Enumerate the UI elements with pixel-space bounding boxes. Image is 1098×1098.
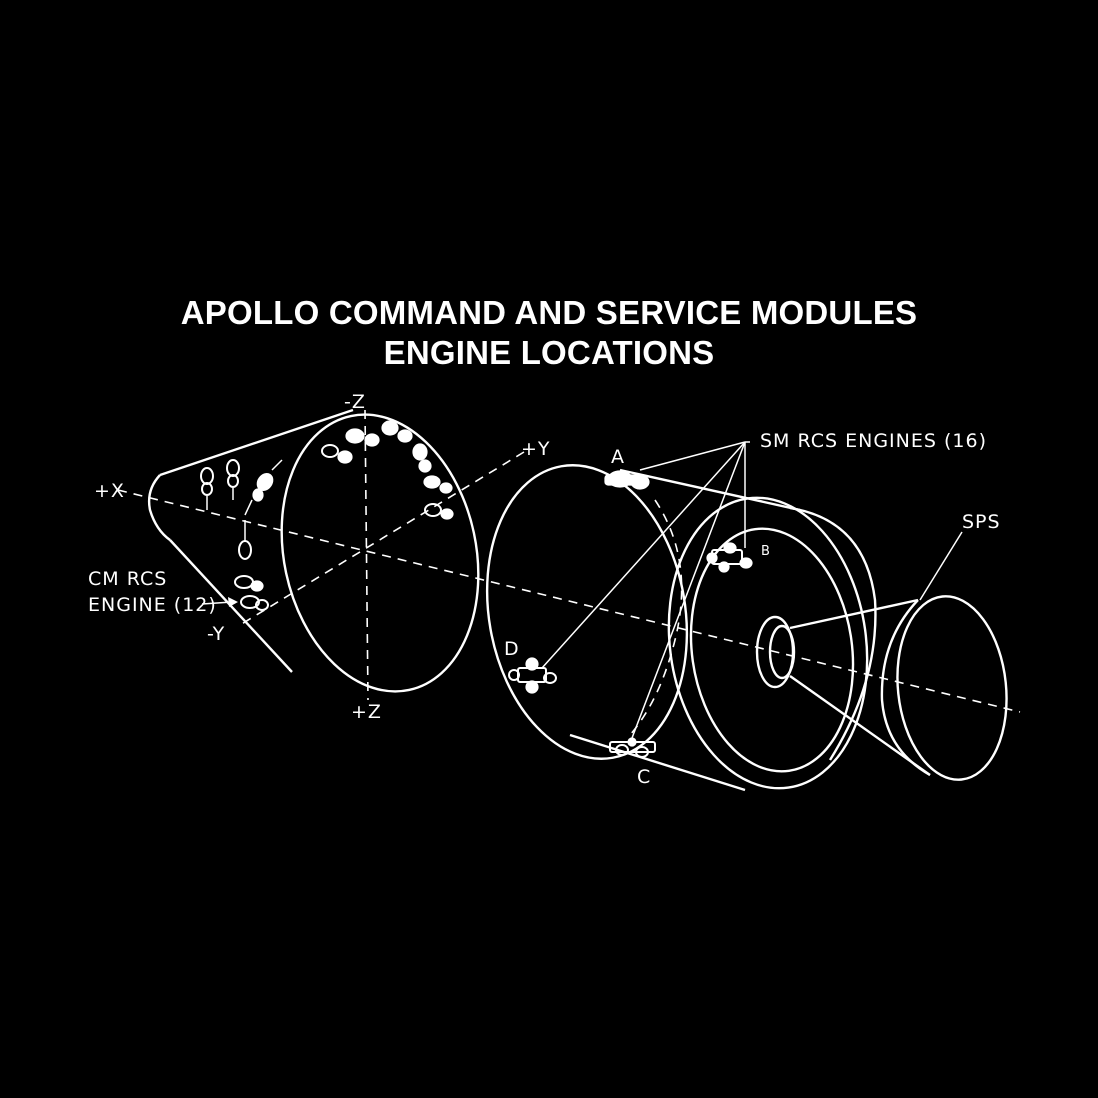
- cm-rcs-engine: [412, 443, 432, 473]
- cm-rcs-label-line-2: ENGINE (12): [88, 594, 217, 616]
- axis-label-plus-y: +Y: [521, 438, 551, 460]
- cm-rcs-engine: [381, 420, 413, 443]
- quad-label-d: D: [504, 638, 520, 660]
- cm-rcs-engine: [234, 575, 264, 592]
- cm-base-ellipse: [280, 413, 480, 693]
- sm-front-ellipse: [485, 464, 689, 760]
- sps-throat-inner: [768, 624, 796, 680]
- axis-label-plus-z: +Z: [351, 701, 382, 723]
- cm-rcs-engine: [240, 595, 269, 611]
- y-axis-line: [239, 451, 525, 626]
- axis-label-minus-y: -Y: [207, 623, 225, 645]
- service-module: [485, 464, 1008, 792]
- cm-rcs-engine: [244, 459, 283, 516]
- cm-rcs-engine: [238, 520, 252, 560]
- sm-rcs-quad-a: [604, 470, 650, 490]
- cm-rcs-engine-group-rim: [321, 420, 454, 520]
- cm-rcs-engine: [424, 503, 454, 520]
- cm-apex-curve: [147, 474, 171, 541]
- cm-rcs-engine-group-apex: [200, 459, 283, 611]
- diagram-labels: -Z +Y +X -Y +Z CM RCS ENGINE (12) SM RCS…: [88, 391, 1001, 788]
- diagram-title-line-1: APOLLO COMMAND AND SERVICE MODULES: [180, 294, 918, 331]
- sm-aft-inner-ring: [689, 527, 855, 773]
- z-axis-line: [364, 409, 369, 701]
- quad-label-a: A: [611, 446, 625, 468]
- cm-rcs-engine: [321, 444, 353, 464]
- leader-lines: [201, 441, 963, 739]
- sm-rcs-label: SM RCS ENGINES (16): [760, 430, 987, 452]
- sm-aft-outer-ring: [667, 496, 869, 790]
- axis-label-plus-x: +X: [94, 480, 125, 502]
- cm-rcs-engine: [345, 428, 380, 447]
- sm-lower-edge: [569, 733, 746, 792]
- sm-rcs-quad-b: [706, 542, 753, 573]
- x-axis-line: [117, 489, 1021, 713]
- cm-rcs-arrowhead: [228, 597, 238, 607]
- sm-upper-edge: [619, 468, 801, 512]
- cm-rcs-engine: [226, 459, 240, 500]
- sps-nozzle-exit: [896, 595, 1008, 781]
- sm-rcs-quad-c: [609, 737, 656, 758]
- sm-aft-lip: [789, 506, 877, 761]
- diagram-title-line-2: ENGINE LOCATIONS: [383, 334, 715, 371]
- cm-rcs-label-line-1: CM RCS: [88, 568, 167, 590]
- quad-label-b: B: [761, 544, 771, 559]
- sm-rcs-quad-d: [508, 657, 557, 694]
- quad-label-c: C: [637, 766, 651, 788]
- cm-lower-edge: [169, 539, 293, 673]
- sm-hidden-arc: [629, 499, 683, 736]
- axis-label-minus-z: -Z: [344, 391, 366, 413]
- sps-label: SPS: [962, 511, 1001, 533]
- command-module: [147, 408, 525, 701]
- sps-nozzle-inner: [880, 599, 931, 777]
- cm-rcs-engine: [200, 467, 214, 510]
- cm-upper-edge: [159, 408, 354, 477]
- cm-rcs-engine: [423, 475, 453, 494]
